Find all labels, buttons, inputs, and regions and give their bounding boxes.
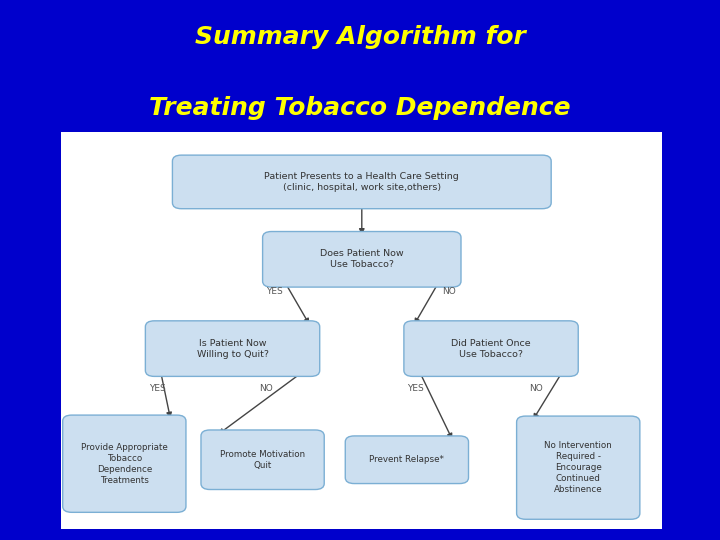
Text: NO: NO — [258, 384, 272, 393]
FancyBboxPatch shape — [63, 415, 186, 512]
Text: Treating Tobacco Dependence: Treating Tobacco Dependence — [149, 96, 571, 119]
FancyBboxPatch shape — [58, 130, 665, 531]
FancyBboxPatch shape — [517, 416, 640, 519]
Text: Provide Appropriate
Tobacco
Dependence
Treatments: Provide Appropriate Tobacco Dependence T… — [81, 443, 168, 485]
Text: Patient Presents to a Health Care Setting
(clinic, hospital, work site,others): Patient Presents to a Health Care Settin… — [264, 172, 459, 192]
Text: Is Patient Now
Willing to Quit?: Is Patient Now Willing to Quit? — [197, 339, 269, 359]
Text: NO: NO — [442, 287, 456, 295]
FancyBboxPatch shape — [145, 321, 320, 376]
Text: No Intervention
Required -
Encourage
Continued
Abstinence: No Intervention Required - Encourage Con… — [544, 441, 612, 495]
Text: Does Patient Now
Use Tobacco?: Does Patient Now Use Tobacco? — [320, 249, 404, 269]
Text: YES: YES — [149, 384, 166, 393]
Text: YES: YES — [266, 287, 283, 295]
FancyBboxPatch shape — [263, 232, 461, 287]
Text: Summary Algorithm for: Summary Algorithm for — [194, 25, 526, 49]
Text: Did Patient Once
Use Tobacco?: Did Patient Once Use Tobacco? — [451, 339, 531, 359]
Text: Promote Motivation
Quit: Promote Motivation Quit — [220, 450, 305, 470]
FancyBboxPatch shape — [404, 321, 578, 376]
Text: NO: NO — [529, 384, 543, 393]
Text: Prevent Relapse*: Prevent Relapse* — [369, 455, 444, 464]
FancyBboxPatch shape — [172, 155, 552, 208]
Text: YES: YES — [408, 384, 424, 393]
FancyBboxPatch shape — [201, 430, 324, 489]
FancyBboxPatch shape — [346, 436, 469, 483]
